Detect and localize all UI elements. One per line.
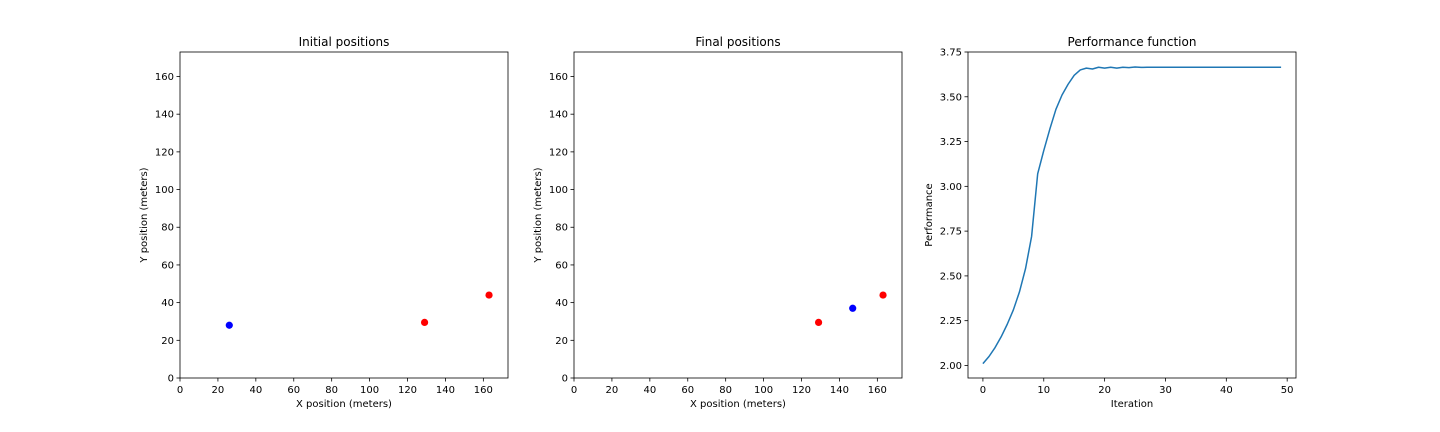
scatter-point: [485, 291, 493, 299]
y-tick-label: 140: [155, 110, 174, 121]
y-tick-label: 20: [161, 336, 174, 347]
y-tick-label: 160: [155, 72, 174, 83]
x-tick-label: 140: [830, 385, 849, 396]
x-tick-label: 100: [360, 385, 379, 396]
y-tick-label: 40: [555, 298, 568, 309]
x-axis-label: X position (meters): [690, 399, 786, 410]
y-tick-label: 40: [161, 298, 174, 309]
y-tick-label: 3.50: [940, 92, 962, 103]
x-tick-label: 20: [1098, 385, 1111, 396]
panel-performance-function: Performance function Iteration Performan…: [924, 35, 1297, 410]
plot-area: [967, 51, 1297, 379]
x-ticks: 0 20 40 60 80 100 120 140 160: [571, 378, 887, 396]
x-tick-label: 30: [1159, 385, 1172, 396]
x-tick-label: 40: [249, 385, 262, 396]
x-tick-label: 40: [1220, 385, 1233, 396]
y-tick-label: 80: [161, 223, 174, 234]
panel-initial-positions: Initial positions X position (meters) Y …: [139, 35, 509, 410]
scatter-point: [879, 291, 887, 299]
x-tick-label: 40: [643, 385, 656, 396]
x-tick-label: 10: [1037, 385, 1050, 396]
scatter-points: [814, 291, 887, 327]
x-tick-label: 120: [398, 385, 417, 396]
x-tick-label: 100: [754, 385, 773, 396]
panel-final-positions: Final positions X position (meters) Y po…: [533, 35, 903, 410]
y-tick-label: 120: [549, 147, 568, 158]
scatter-point: [849, 304, 857, 312]
x-ticks: 0 10 20 30 40 50: [980, 378, 1294, 396]
y-ticks: 0 20 40 60 80 100 120 140 160: [549, 72, 574, 385]
x-tick-label: 120: [792, 385, 811, 396]
y-axis-label: Y position (meters): [139, 167, 150, 263]
y-tick-label: 3.25: [940, 137, 962, 148]
scatter-point: [420, 318, 429, 327]
y-tick-label: 120: [155, 147, 174, 158]
y-tick-label: 0: [562, 374, 568, 385]
x-tick-label: 80: [325, 385, 338, 396]
y-tick-label: 100: [549, 185, 568, 196]
x-tick-label: 160: [868, 385, 887, 396]
y-tick-label: 100: [155, 185, 174, 196]
y-tick-label: 140: [549, 110, 568, 121]
x-axis-label: X position (meters): [296, 399, 392, 410]
x-tick-label: 60: [681, 385, 694, 396]
x-tick-label: 20: [212, 385, 225, 396]
x-tick-label: 60: [287, 385, 300, 396]
x-tick-label: 140: [436, 385, 455, 396]
x-ticks: 0 20 40 60 80 100 120 140 160: [177, 378, 493, 396]
x-tick-label: 160: [474, 385, 493, 396]
chart-title: Final positions: [695, 35, 780, 49]
y-tick-label: 2.75: [940, 227, 962, 238]
chart-title: Performance function: [1068, 35, 1197, 49]
y-tick-label: 2.25: [940, 316, 962, 327]
y-tick-label: 60: [555, 260, 568, 271]
y-tick-label: 20: [555, 336, 568, 347]
y-axis-label: Y position (meters): [533, 167, 544, 263]
x-tick-label: 80: [719, 385, 732, 396]
x-tick-label: 0: [177, 385, 183, 396]
scatter-point: [814, 318, 823, 327]
scatter-point: [225, 321, 233, 329]
line-series: [982, 66, 1282, 365]
y-tick-label: 3.75: [940, 48, 962, 59]
y-ticks: 0 20 40 60 80 100 120 140 160: [155, 72, 180, 385]
x-tick-label: 20: [606, 385, 619, 396]
y-axis-label: Performance: [924, 183, 935, 246]
x-tick-label: 0: [980, 385, 986, 396]
x-tick-label: 50: [1281, 385, 1294, 396]
x-tick-label: 0: [571, 385, 577, 396]
performance-line: [982, 66, 1282, 365]
y-tick-label: 0: [168, 374, 174, 385]
y-tick-label: 2.50: [940, 271, 962, 282]
chart-title: Initial positions: [299, 35, 390, 49]
y-ticks: 2.00 2.25 2.50 2.75 3.00 3.25 3.50 3.75: [940, 48, 968, 372]
y-tick-label: 160: [549, 72, 568, 83]
y-tick-label: 80: [555, 223, 568, 234]
plot-area: [179, 51, 509, 379]
y-tick-label: 60: [161, 260, 174, 271]
plot-area: [573, 51, 903, 379]
x-axis-label: Iteration: [1111, 399, 1153, 410]
y-tick-label: 3.00: [940, 182, 962, 193]
scatter-points: [225, 291, 493, 329]
y-tick-label: 2.00: [940, 361, 962, 372]
